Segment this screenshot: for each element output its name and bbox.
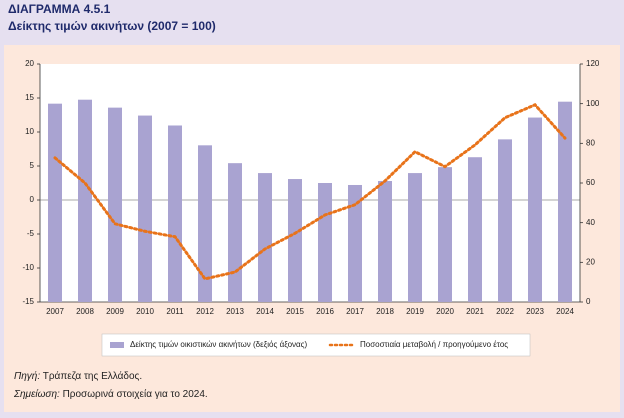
note-text: Προσωρινά στοιχεία για το 2024. bbox=[63, 388, 208, 400]
y2-tick-label: 0 bbox=[586, 297, 591, 306]
y-tick-label: 0 bbox=[30, 195, 35, 204]
x-tick-label: 2011 bbox=[166, 307, 184, 316]
x-tick-label: 2007 bbox=[46, 307, 64, 316]
bar bbox=[48, 103, 62, 303]
y-tick-label: -10 bbox=[22, 263, 34, 272]
source: Πηγή: Τράπεζα της Ελλάδος. bbox=[14, 370, 142, 382]
bar bbox=[528, 117, 542, 302]
y2-tick-label: 20 bbox=[586, 257, 595, 266]
y-tick-label: -15 bbox=[22, 297, 34, 306]
bar bbox=[138, 115, 152, 302]
legend-label: Ποσοστιαία μεταβολή / προηγούμενο έτος bbox=[360, 340, 508, 349]
x-tick-label: 2013 bbox=[226, 307, 244, 316]
x-tick-label: 2020 bbox=[436, 307, 454, 316]
x-tick-label: 2009 bbox=[106, 307, 124, 316]
bar bbox=[498, 139, 512, 302]
bar bbox=[408, 173, 422, 302]
x-tick-label: 2024 bbox=[556, 307, 574, 316]
x-tick-label: 2008 bbox=[76, 307, 94, 316]
x-tick-label: 2010 bbox=[136, 307, 154, 316]
bar bbox=[288, 179, 302, 302]
chart-subtitle: Δείκτης τιμών ακινήτων (2007 = 100) bbox=[8, 19, 216, 33]
y2-tick-label: 100 bbox=[586, 99, 600, 108]
bar bbox=[468, 157, 482, 302]
y-tick-label: -5 bbox=[27, 229, 35, 238]
legend-box bbox=[101, 333, 531, 357]
bar bbox=[438, 167, 452, 302]
legend-label: Δείκτης τιμών οικιστικών ακινήτων (δεξιό… bbox=[130, 340, 308, 349]
x-tick-label: 2019 bbox=[406, 307, 424, 316]
bar bbox=[258, 173, 272, 302]
y-tick-label: 10 bbox=[25, 127, 34, 136]
x-tick-label: 2016 bbox=[316, 307, 334, 316]
source-text: Τράπεζα της Ελλάδος. bbox=[43, 370, 142, 382]
x-tick-label: 2015 bbox=[286, 307, 304, 316]
x-tick-label: 2014 bbox=[256, 307, 274, 316]
bar bbox=[558, 101, 572, 302]
legend-swatch bbox=[110, 342, 124, 348]
y2-tick-label: 40 bbox=[586, 218, 595, 227]
x-tick-label: 2018 bbox=[376, 307, 394, 316]
bar bbox=[78, 99, 92, 302]
y-tick-label: 20 bbox=[25, 59, 34, 68]
note: Σημείωση: Προσωρινά στοιχεία για το 2024… bbox=[13, 388, 208, 400]
y2-tick-label: 80 bbox=[586, 138, 595, 147]
x-tick-label: 2021 bbox=[466, 307, 484, 316]
x-tick-label: 2017 bbox=[346, 307, 364, 316]
x-tick-label: 2023 bbox=[526, 307, 544, 316]
line bbox=[53, 102, 567, 281]
bar bbox=[198, 145, 212, 302]
bar bbox=[168, 125, 182, 302]
source-label: Πηγή: bbox=[14, 370, 40, 382]
bar bbox=[108, 107, 122, 302]
bar bbox=[228, 163, 242, 302]
plot-area bbox=[40, 64, 580, 302]
x-tick-label: 2012 bbox=[196, 307, 214, 316]
bar bbox=[378, 181, 392, 302]
y-tick-label: 5 bbox=[30, 161, 35, 170]
x-tick-label: 2022 bbox=[496, 307, 514, 316]
y-tick-label: 15 bbox=[25, 93, 34, 102]
note-label: Σημείωση: bbox=[13, 388, 60, 400]
chart-title: ΔΙΑΓΡΑΜΜΑ 4.5.1 bbox=[8, 2, 111, 16]
bar bbox=[348, 184, 362, 302]
y2-tick-label: 60 bbox=[586, 178, 595, 187]
bar bbox=[318, 183, 332, 302]
y2-tick-label: 120 bbox=[586, 59, 600, 68]
